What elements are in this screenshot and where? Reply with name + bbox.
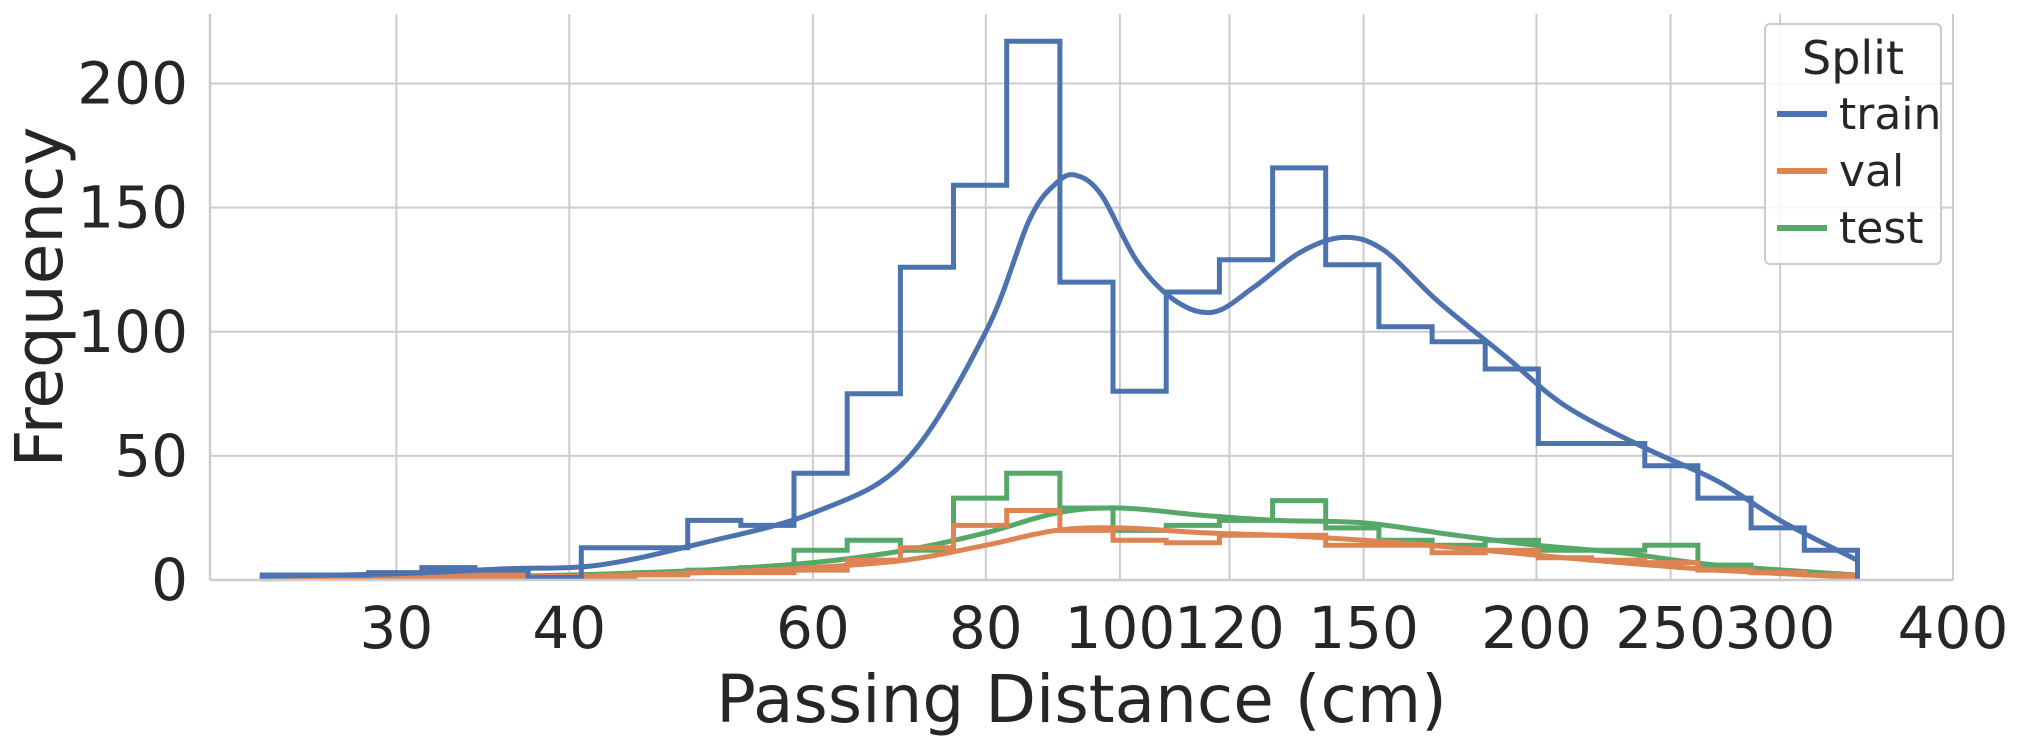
- x-tick-label: 40: [532, 594, 606, 662]
- legend-item-val: val: [1777, 146, 1904, 197]
- train-histogram-steps: [259, 38, 1860, 580]
- legend-item-test: test: [1777, 203, 1924, 254]
- legend-label: test: [1839, 203, 1924, 254]
- x-tick-label: 400: [1898, 594, 2009, 662]
- y-tick-label: 150: [77, 174, 188, 242]
- x-tick-label: 200: [1481, 594, 1592, 662]
- legend-box: [1764, 23, 1942, 265]
- y-tick-label: 100: [77, 298, 188, 366]
- x-tick-label: 30: [359, 594, 433, 662]
- x-tick-label: 100: [1065, 594, 1176, 662]
- legend-title: Split: [1802, 31, 1904, 85]
- legend-label: val: [1839, 146, 1904, 197]
- series-train: [259, 38, 1860, 580]
- y-tick-label: 0: [151, 546, 188, 614]
- x-tick-label: 150: [1308, 594, 1419, 662]
- legend-label: train: [1839, 89, 1941, 140]
- x-tick-label: 80: [949, 594, 1023, 662]
- series-layer: [259, 38, 1860, 582]
- legend-item-train: train: [1777, 89, 1941, 140]
- x-tick-label: 300: [1725, 594, 1836, 662]
- y-tick-label: 50: [114, 422, 188, 490]
- x-axis-title: Passing Distance (cm): [716, 661, 1447, 738]
- x-tick-label: 120: [1174, 594, 1285, 662]
- train-kde-curve: [259, 172, 1860, 579]
- y-tick-label: 200: [77, 50, 188, 118]
- x-tick-label: 250: [1615, 594, 1726, 662]
- x-tick-label: 60: [776, 594, 850, 662]
- y-axis-title: Frequency: [1, 127, 78, 468]
- grid-layer: [210, 14, 1954, 581]
- legend-items: train val test: [1777, 89, 1941, 254]
- val-kde-curve: [259, 525, 1860, 582]
- legend: Split train val test: [1764, 23, 1942, 265]
